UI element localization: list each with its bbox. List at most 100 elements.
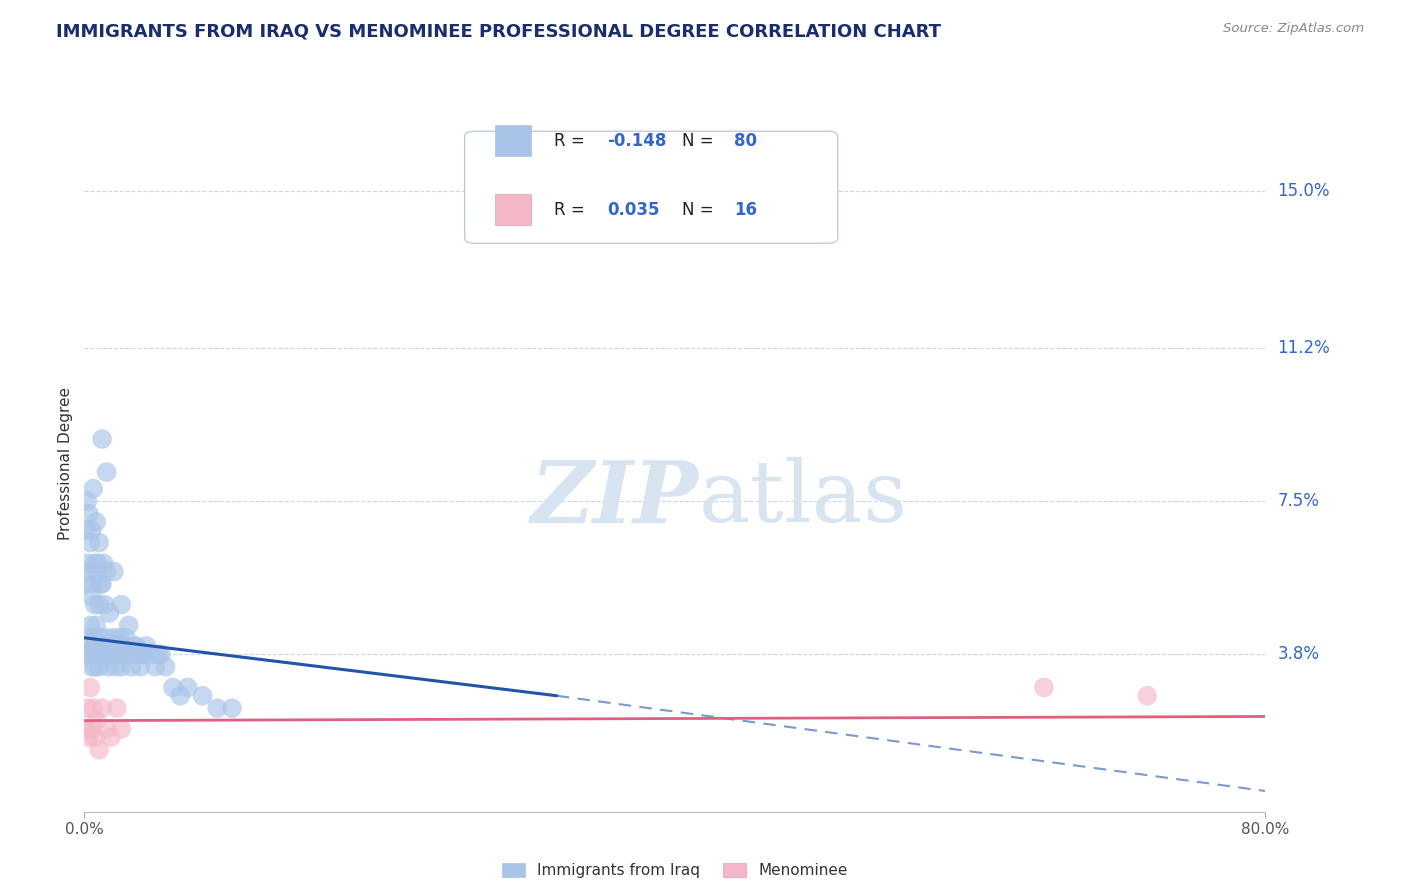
Point [82, 482, 104, 496]
Point [79, 618, 101, 632]
Point [91, 577, 114, 591]
Point [76, 631, 98, 645]
Point [169, 689, 191, 703]
Text: N =: N = [682, 132, 718, 150]
Point [110, 722, 132, 736]
Point [98, 606, 121, 620]
Point [87, 660, 111, 674]
Point [82, 701, 104, 715]
Point [83, 660, 105, 674]
Point [124, 639, 146, 653]
Point [132, 648, 155, 662]
Text: R =: R = [554, 201, 591, 219]
Point [76, 556, 98, 570]
Point [121, 660, 143, 674]
Point [80, 660, 103, 674]
Point [108, 631, 131, 645]
Point [100, 730, 122, 744]
Point [177, 681, 200, 695]
Point [100, 639, 122, 653]
FancyBboxPatch shape [464, 131, 838, 244]
Point [94, 648, 117, 662]
Point [87, 598, 111, 612]
Text: 16: 16 [734, 201, 756, 219]
Point [129, 660, 152, 674]
Point [80, 590, 103, 604]
Point [91, 701, 114, 715]
Point [77, 507, 100, 521]
Point [75, 722, 97, 736]
Text: IMMIGRANTS FROM IRAQ VS MENOMINEE PROFESSIONAL DEGREE CORRELATION CHART: IMMIGRANTS FROM IRAQ VS MENOMINEE PROFES… [56, 22, 941, 40]
Text: 3.8%: 3.8% [1277, 645, 1319, 664]
Point [103, 631, 125, 645]
Point [143, 660, 166, 674]
Point [91, 648, 114, 662]
Point [118, 648, 141, 662]
Point [87, 742, 111, 756]
Point [114, 631, 136, 645]
Point [110, 660, 132, 674]
Point [83, 631, 105, 645]
FancyBboxPatch shape [495, 125, 531, 156]
Point [77, 648, 100, 662]
Point [148, 648, 170, 662]
Point [118, 618, 141, 632]
Point [83, 730, 105, 744]
Point [87, 535, 111, 549]
Point [107, 648, 129, 662]
Point [104, 660, 127, 674]
Point [111, 639, 134, 653]
Point [112, 648, 135, 662]
Point [79, 535, 101, 549]
Point [83, 598, 105, 612]
Point [86, 639, 108, 653]
Point [132, 648, 155, 662]
Point [96, 565, 118, 579]
Text: N =: N = [682, 201, 718, 219]
Point [1032, 681, 1054, 695]
Point [84, 714, 107, 728]
Text: ZIP: ZIP [530, 457, 699, 541]
Point [96, 465, 118, 479]
Y-axis label: Professional Degree: Professional Degree [58, 387, 73, 541]
Point [139, 648, 162, 662]
Point [221, 701, 243, 715]
Point [155, 660, 177, 674]
Point [87, 639, 111, 653]
Text: R =: R = [554, 132, 591, 150]
Point [94, 598, 117, 612]
Point [150, 648, 173, 662]
Point [103, 565, 125, 579]
Point [125, 639, 148, 653]
Text: -0.148: -0.148 [607, 132, 666, 150]
Text: 7.5%: 7.5% [1277, 492, 1319, 510]
Point [84, 618, 107, 632]
Point [110, 598, 132, 612]
Text: atlas: atlas [699, 457, 908, 541]
Point [84, 515, 107, 529]
Text: 80: 80 [734, 132, 756, 150]
Text: 0.035: 0.035 [607, 201, 659, 219]
Text: 15.0%: 15.0% [1277, 181, 1330, 200]
Point [82, 639, 104, 653]
Point [80, 523, 103, 537]
Point [77, 565, 100, 579]
Point [205, 701, 228, 715]
Point [91, 432, 114, 446]
Point [79, 681, 101, 695]
Point [80, 722, 103, 736]
Point [90, 577, 112, 591]
Point [101, 648, 124, 662]
Point [84, 648, 107, 662]
Point [76, 701, 98, 715]
Point [135, 639, 157, 653]
Text: 11.2%: 11.2% [1277, 339, 1330, 357]
Point [96, 722, 118, 736]
Point [127, 648, 149, 662]
Point [77, 730, 100, 744]
Point [93, 556, 115, 570]
Point [93, 639, 115, 653]
Point [83, 556, 105, 570]
FancyBboxPatch shape [495, 194, 531, 225]
Point [75, 523, 97, 537]
